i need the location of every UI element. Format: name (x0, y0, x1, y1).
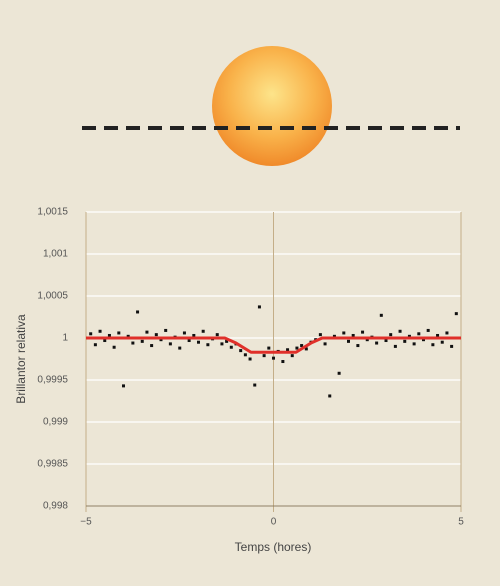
data-point (164, 328, 168, 332)
data-point (328, 394, 332, 398)
data-point (257, 305, 261, 309)
y-tick-label: 0,9985 (37, 459, 68, 470)
data-point (379, 313, 383, 317)
y-tick-label: 1,0005 (37, 291, 68, 302)
data-point (201, 329, 205, 333)
data-point (403, 339, 407, 343)
data-point (342, 331, 346, 335)
data-point (154, 333, 158, 337)
data-point (150, 344, 154, 348)
data-point (431, 343, 435, 347)
data-point (365, 338, 369, 342)
data-point (182, 331, 186, 335)
y-tick-label: 0,999 (43, 417, 68, 428)
data-point (356, 344, 360, 348)
data-point (122, 384, 125, 388)
data-point (412, 342, 416, 346)
data-point (220, 342, 224, 346)
data-point (187, 339, 191, 343)
data-point (281, 360, 285, 364)
data-point (117, 331, 121, 335)
data-point (337, 371, 341, 375)
y-tick-label: 1 (62, 333, 68, 344)
data-point (239, 349, 243, 353)
data-point (197, 340, 200, 344)
y-axis-title: Brillantor relativa (14, 314, 28, 404)
data-point (103, 339, 107, 343)
y-tick-label: 1,0015 (37, 207, 68, 218)
data-point (398, 329, 402, 333)
data-point (295, 346, 299, 350)
data-point (290, 354, 294, 358)
data-point (300, 344, 304, 348)
data-point (262, 354, 266, 358)
data-point (159, 338, 163, 342)
data-point (436, 333, 440, 337)
x-tick-label: −5 (80, 517, 92, 528)
data-point (267, 346, 271, 350)
data-point (318, 333, 322, 337)
y-tick-label: 1,001 (43, 249, 68, 260)
x-tick-label: 0 (271, 517, 277, 528)
data-point (454, 312, 458, 316)
data-point (253, 383, 257, 387)
data-point (417, 332, 421, 336)
data-point (304, 347, 308, 351)
data-point (426, 328, 430, 332)
model-line (86, 336, 461, 354)
data-point (286, 348, 290, 352)
data-point (422, 338, 425, 342)
data-point (98, 329, 102, 333)
star-illustration (212, 46, 332, 166)
data-point (407, 334, 411, 338)
data-point (450, 344, 454, 348)
data-point (140, 339, 144, 343)
chart: 0,998 0,9985 0,999 0,9995 1 1,0005 1,001 1,0015… (37, 207, 464, 528)
data-point (243, 353, 247, 357)
y-tick-label: 0,9995 (37, 375, 68, 386)
data-point (126, 334, 130, 338)
data-point (375, 341, 379, 345)
data-point (206, 343, 210, 347)
data-point (445, 331, 449, 335)
data-point (178, 346, 182, 350)
data-point (323, 342, 327, 346)
data-point (351, 333, 355, 337)
data-point (168, 342, 172, 346)
data-point (389, 333, 393, 337)
data-point (225, 339, 229, 343)
data-point (272, 356, 275, 360)
data-point (136, 310, 140, 314)
x-tick-label: 5 (458, 517, 464, 528)
data-point (112, 345, 116, 349)
data-point (393, 344, 397, 348)
y-tick-label: 0,998 (43, 501, 68, 512)
data-point (192, 333, 196, 337)
data-point (131, 341, 135, 345)
data-point (332, 334, 336, 338)
data-point (440, 340, 444, 344)
x-axis-title: Temps (hores) (235, 540, 312, 554)
data-point (93, 343, 97, 347)
data-point (248, 357, 252, 361)
data-point (361, 330, 365, 334)
data-point (347, 339, 350, 343)
data-point (107, 333, 111, 337)
data-point (89, 332, 93, 336)
data-point (145, 330, 149, 334)
data-point (384, 339, 388, 343)
data-point (215, 333, 219, 337)
data-point (229, 345, 233, 349)
